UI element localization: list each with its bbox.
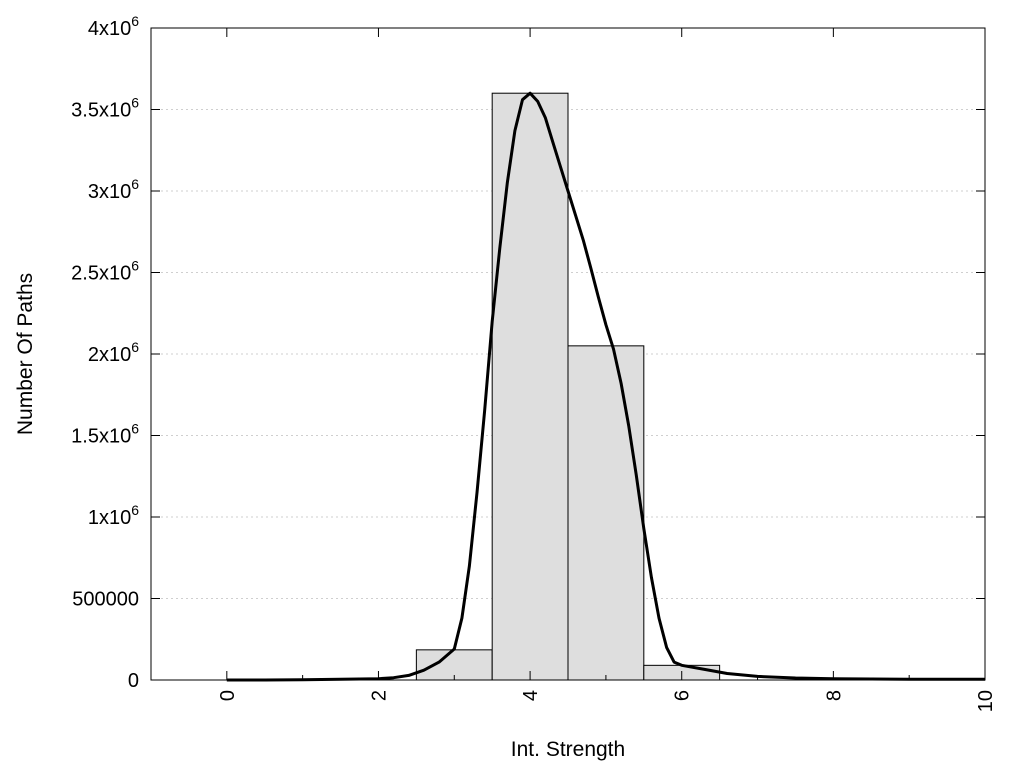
x-tick-labels: 0 2 4 6 8 10 [217,690,997,712]
fit-curve [226,91,985,682]
y-tick-label: 1x106 [88,502,139,529]
fit-curve-layer [226,91,985,682]
y-tick-label: 2x106 [88,339,139,366]
histogram-bar [415,649,493,681]
x-tick-label: 8 [823,690,845,701]
y-tick-labels: 0 500000 1x106 1.5x106 2x106 2.5x106 3x106 3.5x… [71,13,139,692]
y-axis-label: Number Of Paths [14,273,37,435]
x-tick-label: 10 [975,690,997,712]
y-tick-label: 4x106 [88,13,139,40]
histogram-bar [491,92,569,681]
y-tick-label: 2.5x106 [71,258,139,285]
plot-frame [150,27,986,681]
x-axis-label: Int. Strength [511,738,625,761]
x-tick-label: 2 [368,690,390,701]
y-tick-label: 500000 [72,589,139,611]
histogram-bars [415,92,721,681]
y-tick-label: 1.5x106 [71,421,139,448]
histogram-bar [567,345,645,681]
x-tick-label: 4 [520,690,542,701]
y-tick-label: 3.5x106 [71,95,139,122]
y-tick-label: 0 [128,670,139,692]
x-tick-label: 6 [672,690,694,701]
x-tick-label: 0 [217,690,239,701]
y-tick-label: 3x106 [88,176,139,203]
